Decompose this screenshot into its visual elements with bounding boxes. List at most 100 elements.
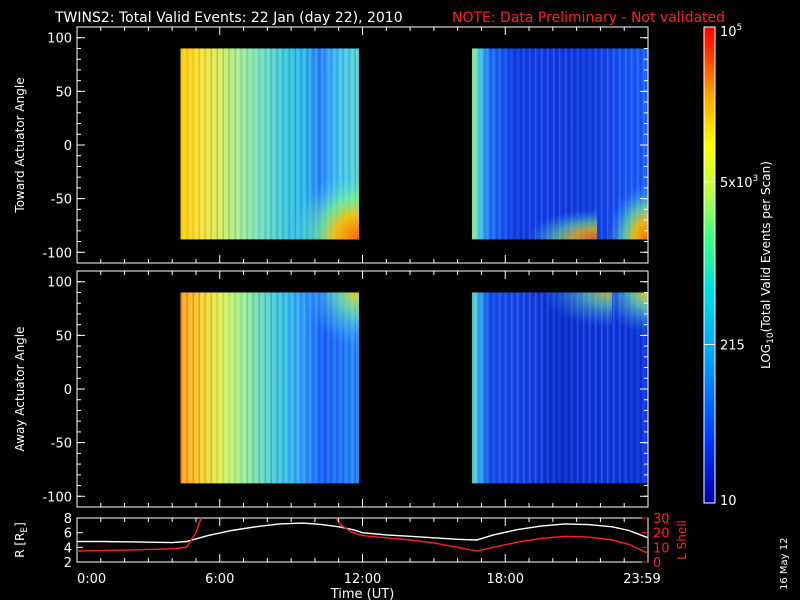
data-streak: [294, 292, 296, 484]
data-streak: [606, 292, 609, 484]
data-streak: [495, 48, 498, 240]
data-streak: [219, 292, 221, 484]
data-streak: [243, 48, 245, 240]
colorbar-gradient: [704, 27, 715, 503]
data-streak: [594, 48, 597, 240]
data-streak: [618, 48, 621, 240]
data-streak: [576, 292, 579, 484]
data-streak: [537, 48, 540, 240]
data-streak: [492, 48, 495, 240]
data-streak: [306, 48, 308, 240]
data-streak: [207, 48, 209, 240]
data-streak: [546, 48, 549, 240]
chart-title: TWINS2: Total Valid Events: 22 Jan (day …: [54, 10, 403, 26]
colorbar-label-sub: 10: [766, 332, 776, 344]
data-streak: [522, 48, 525, 240]
data-streak: [222, 292, 224, 484]
data-streak: [195, 292, 197, 484]
colorbar-label: LOG10(Total Valid Events per Scan): [759, 161, 776, 369]
data-streak: [558, 292, 561, 484]
y-left-label-close: ]: [13, 522, 27, 527]
data-streak: [327, 48, 329, 240]
data-streak: [342, 292, 344, 484]
data-streak: [543, 292, 546, 484]
data-streak: [279, 292, 281, 484]
data-streak: [306, 292, 308, 484]
data-streak: [198, 292, 200, 484]
data-streak: [588, 292, 591, 484]
data-streak: [534, 48, 537, 240]
hot-region: [288, 169, 359, 240]
data-streak: [564, 292, 567, 484]
data-streak: [576, 48, 579, 240]
y-tick-label: 50: [55, 85, 72, 100]
hot-region: [603, 292, 648, 333]
radius-line: [77, 522, 648, 544]
data-streak: [255, 48, 257, 240]
data-streak: [615, 48, 618, 240]
data-streak: [477, 48, 480, 240]
data-streak: [216, 48, 218, 240]
data-streak: [351, 292, 353, 484]
data-streak: [186, 292, 188, 484]
data-streak: [525, 48, 528, 240]
data-streak: [270, 292, 272, 484]
data-streak: [189, 48, 191, 240]
data-streak: [549, 48, 552, 240]
data-streak: [552, 292, 555, 484]
data-streak: [639, 48, 642, 240]
data-streak: [504, 48, 507, 240]
data-streak: [249, 48, 251, 240]
data-streak: [501, 292, 504, 484]
data-streak: [603, 48, 606, 240]
date-stamp: 16 May 12: [779, 538, 790, 590]
data-streak: [606, 48, 609, 240]
data-streak: [315, 292, 317, 484]
y-tick-label: 100: [47, 32, 72, 47]
data-streak: [603, 292, 606, 484]
data-streak: [342, 48, 344, 240]
data-streak: [303, 48, 305, 240]
data-streak: [354, 292, 356, 484]
data-streak: [477, 292, 480, 484]
data-streak: [255, 292, 257, 484]
data-streak: [537, 292, 540, 484]
data-streak: [525, 292, 528, 484]
colorbar-tick-label: 215: [720, 338, 745, 353]
data-streak: [312, 292, 314, 484]
y-right-tick-label: 10: [653, 541, 670, 556]
data-streak: [558, 48, 561, 240]
data-streak: [528, 292, 531, 484]
data-streak: [201, 48, 203, 240]
data-streak: [252, 292, 254, 484]
data-streak: [294, 48, 296, 240]
data-streak: [633, 292, 636, 484]
data-streak: [225, 292, 227, 484]
data-streak: [222, 48, 224, 240]
data-streak: [264, 292, 266, 484]
data-streak: [579, 292, 582, 484]
data-streak: [573, 292, 576, 484]
data-streak: [261, 48, 263, 240]
colorbar-tick-exp: 5: [737, 23, 743, 33]
data-streak: [264, 48, 266, 240]
data-streak: [234, 292, 236, 484]
line-series-group: [77, 518, 648, 554]
data-streak: [258, 292, 260, 484]
data-streak: [336, 292, 338, 484]
data-streak: [474, 48, 477, 240]
data-streak: [291, 48, 293, 240]
data-streak: [354, 48, 356, 240]
data-streak: [573, 48, 576, 240]
y-right-tick-label: 20: [653, 527, 670, 542]
data-streak: [597, 292, 600, 484]
data-streak: [612, 48, 615, 240]
data-streak: [510, 48, 513, 240]
data-streak: [519, 292, 522, 484]
data-streak: [534, 292, 537, 484]
data-streak: [345, 48, 347, 240]
data-streak: [321, 48, 323, 240]
y-tick-label: 50: [55, 329, 72, 344]
